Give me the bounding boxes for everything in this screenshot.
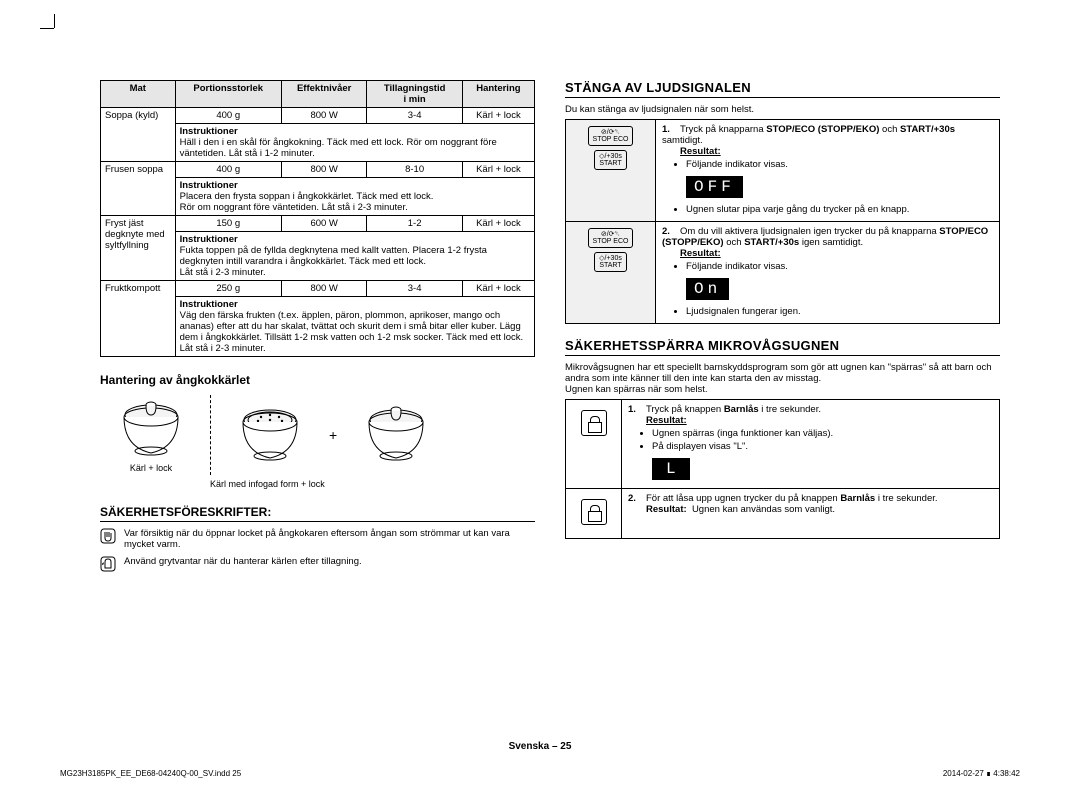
food-power: 600 W [281,216,367,232]
safety-text-2: Använd grytvantar när du hanterar kärlen… [124,556,362,567]
food-portion: 400 g [175,108,281,124]
food-time: 8-10 [367,162,462,178]
display-off: OFF [686,176,743,198]
food-table: Mat Portionsstorlek Effektnivåer Tillagn… [100,80,535,357]
steamer-left-label: Kärl + lock [112,463,190,473]
food-name: Frusen soppa [101,162,176,216]
beeper-step-1: 1.Tryck på knapparna STOP/ECO (STOPP/EKO… [656,120,1000,222]
food-handling: Kärl + lock [462,108,534,124]
th-handling: Hantering [462,81,534,108]
beeper-s2-b1: Följande indikator visas. [686,261,993,272]
print-footer: MG23H3185PK_EE_DE68-04240Q-00_SV.indd 25… [60,769,1020,778]
food-instructions: InstruktionerPlacera den frysta soppan i… [175,178,534,216]
safety-heading: SÄKERHETSFÖRESKRIFTER: [100,505,535,522]
lock-step-1: 1.Tryck på knappen Barnlås i tre sekunde… [622,400,1000,489]
food-power: 800 W [281,281,367,297]
stop-eco-button-icon-2: ⊘/⟳␡STOP ECO [588,228,634,248]
steamer-left: Kärl + lock [112,397,190,473]
steamer-right-label: Kärl med infogad form + lock [210,479,535,489]
food-name: Fryst jäst degknyte med syltfyllning [101,216,176,281]
lock-s2-result: Ugnen kan användas som vanligt. [692,504,835,515]
safety-text-1: Var försiktig när du öppnar locket på ån… [124,528,535,550]
stop-eco-button-icon: ⊘/⟳␡STOP ECO [588,126,634,146]
food-instructions: InstruktionerFukta toppen på de fyllda d… [175,232,534,281]
th-mat: Mat [101,81,176,108]
result-label: Resultat: [680,146,721,157]
food-handling: Kärl + lock [462,281,534,297]
display-on: On [686,278,729,300]
food-portion: 400 g [175,162,281,178]
child-lock-icon-2 [581,499,607,525]
lock-icon-cell-1 [566,400,622,489]
lock-heading: SÄKERHETSSPÄRRA MIKROVÅGSUGNEN [565,338,1000,356]
page: Mat Portionsstorlek Effektnivåer Tillagn… [100,80,1000,732]
food-handling: Kärl + lock [462,216,534,232]
food-time: 3-4 [367,281,462,297]
food-portion: 250 g [175,281,281,297]
right-column: STÄNGA AV LJUDSIGNALEN Du kan stänga av … [565,80,1000,732]
food-name: Soppa (kyld) [101,108,176,162]
beeper-s1-b2: Ugnen slutar pipa varje gång du trycker … [686,204,993,215]
plus-icon: + [329,427,337,443]
food-power: 800 W [281,162,367,178]
steamer-heading: Hantering av ångkokkärlet [100,373,535,387]
steamer-right [357,402,435,468]
steamer-bowl-2-icon [357,402,435,466]
food-power: 800 W [281,108,367,124]
food-name: Fruktkompott [101,281,176,357]
print-file: MG23H3185PK_EE_DE68-04240Q-00_SV.indd 25 [60,769,241,778]
page-number: Svenska – 25 [0,741,1080,752]
beeper-s1-b1: Följande indikator visas. [686,159,993,170]
result-label-2: Resultat: [680,248,721,259]
th-portion: Portionsstorlek [175,81,281,108]
safety-item-1: Var försiktig när du öppnar locket på ån… [100,528,535,550]
food-instructions: InstruktionerHäll i den i en skål för ån… [175,124,534,162]
beeper-icons-2: ⊘/⟳␡STOP ECO ◇/+30sSTART [566,222,656,324]
th-time: Tillagningstid i min [367,81,462,108]
food-handling: Kärl + lock [462,162,534,178]
food-time: 1-2 [367,216,462,232]
left-column: Mat Portionsstorlek Effektnivåer Tillagn… [100,80,535,732]
th-power: Effektnivåer [281,81,367,108]
beeper-s2-b2: Ljudsignalen fungerar igen. [686,306,993,317]
beeper-table: ⊘/⟳␡STOP ECO ◇/+30sSTART 1.Tryck på knapp… [565,119,1000,324]
food-portion: 150 g [175,216,281,232]
start-30s-button-icon-2: ◇/+30sSTART [594,252,627,272]
lock-s1-b1: Ugnen spärras (inga funktioner kan välja… [652,428,993,439]
food-time: 3-4 [367,108,462,124]
result-label-3: Resultat: [646,415,687,426]
steamer-row: Kärl + lock + [112,395,535,475]
lock-table: 1.Tryck på knappen Barnlås i tre sekunde… [565,399,1000,539]
caution-mitt-icon [100,556,116,572]
beeper-icons-1: ⊘/⟳␡STOP ECO ◇/+30sSTART [566,120,656,222]
lock-s1-b2: På displayen visas "L". [652,441,993,452]
print-timestamp: 2014-02-27 ∎ 4:38:42 [943,769,1020,778]
steamer-tray-icon [231,402,309,466]
lock-icon-cell-2 [566,489,622,539]
steamer-divider [210,395,211,475]
steamer-mid [231,402,309,468]
safety-item-2: Använd grytvantar när du hanterar kärlen… [100,556,535,572]
food-instructions: InstruktionerVäg den färska frukten (t.e… [175,297,534,357]
lock-intro: Mikrovågsugnen har ett speciellt barnsky… [565,362,1000,395]
result-label-4: Resultat: [646,504,687,515]
display-L: L [652,458,690,480]
beeper-intro: Du kan stänga av ljudsignalen när som he… [565,104,1000,115]
caution-hand-icon [100,528,116,544]
start-30s-button-icon: ◇/+30sSTART [594,150,627,170]
beeper-step-2: 2.Om du vill aktivera ljudsignalen igen … [656,222,1000,324]
beeper-heading: STÄNGA AV LJUDSIGNALEN [565,80,1000,98]
lock-step-2: 2.För att låsa upp ugnen trycker du på k… [622,489,1000,539]
child-lock-icon [581,410,607,436]
steamer-bowl-icon [112,397,190,461]
